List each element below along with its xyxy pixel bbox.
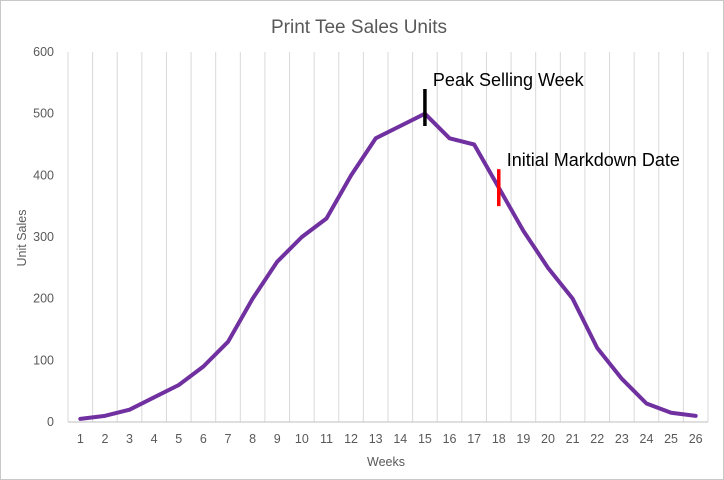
x-tick-label: 17 — [467, 432, 481, 446]
x-tick-label: 26 — [689, 432, 703, 446]
y-axis-title: Unit Sales — [15, 210, 29, 267]
x-tick-label: 23 — [615, 432, 629, 446]
annotation-label: Peak Selling Week — [433, 70, 585, 90]
x-tick-label: 7 — [225, 432, 232, 446]
y-axis-ticks: 0 100 200 300 400 500 600 — [33, 45, 54, 429]
x-axis-ticks: 1 2 3 4 5 6 7 8 9 10 11 12 13 14 15 16 17 18 19 20 21 22 23 24 2… — [77, 432, 703, 446]
x-tick-label: 1 — [77, 432, 84, 446]
x-tick-label: 12 — [344, 432, 358, 446]
x-tick-label: 5 — [175, 432, 182, 446]
x-tick-label: 20 — [541, 432, 555, 446]
y-tick-label: 600 — [33, 45, 54, 59]
x-tick-label: 10 — [295, 432, 309, 446]
x-tick-label: 3 — [126, 432, 133, 446]
annotations: Peak Selling Week Initial Markdown Date — [423, 70, 680, 207]
series-layer — [78, 111, 698, 421]
x-tick-label: 4 — [151, 432, 158, 446]
x-tick-label: 25 — [664, 432, 678, 446]
x-tick-label: 19 — [516, 432, 530, 446]
x-tick-label: 24 — [640, 432, 654, 446]
x-tick-label: 16 — [443, 432, 457, 446]
x-tick-label: 11 — [320, 432, 333, 446]
x-tick-label: 22 — [590, 432, 604, 446]
x-axis-title: Weeks — [367, 455, 405, 469]
x-tick-label: 21 — [566, 432, 580, 446]
x-tick-label: 6 — [200, 432, 207, 446]
y-tick-label: 0 — [47, 415, 54, 429]
x-tick-label: 9 — [274, 432, 281, 446]
chart-title: Print Tee Sales Units — [271, 17, 447, 38]
y-tick-label: 500 — [33, 107, 54, 121]
x-tick-label: 14 — [393, 432, 407, 446]
x-tick-label: 13 — [369, 432, 383, 446]
y-tick-label: 200 — [33, 292, 54, 306]
grid-lines — [67, 52, 709, 422]
y-tick-label: 400 — [33, 168, 54, 182]
x-tick-label: 15 — [418, 432, 432, 446]
annotation-label: Initial Markdown Date — [507, 150, 680, 170]
y-tick-label: 100 — [33, 353, 54, 367]
y-tick-label: 300 — [33, 230, 54, 244]
x-tick-label: 8 — [249, 432, 256, 446]
series-line — [78, 111, 698, 421]
x-tick-label: 2 — [101, 432, 108, 446]
x-tick-label: 18 — [492, 432, 506, 446]
